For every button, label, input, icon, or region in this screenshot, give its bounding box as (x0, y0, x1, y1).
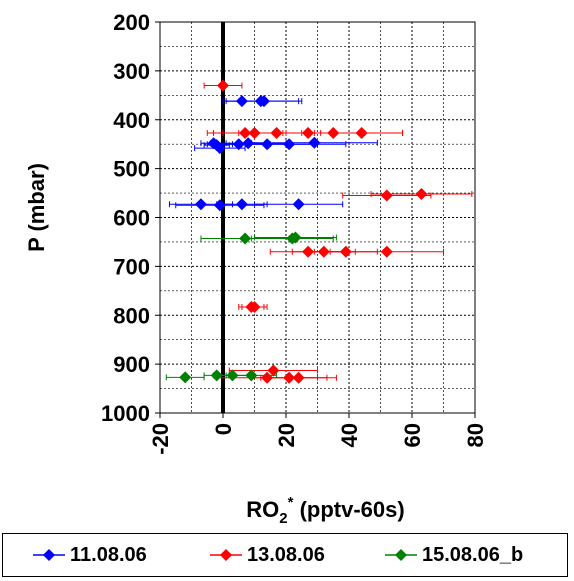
x-axis-title-sub: 2 (279, 510, 287, 527)
legend-marker-series-2 (210, 549, 242, 561)
data-point (289, 231, 302, 244)
x-tick-label: 20 (274, 423, 299, 447)
data-point (292, 198, 305, 211)
y-tick-label: 900 (113, 352, 150, 377)
data-point (308, 136, 321, 149)
legend: 11.08.06 13.08.06 15.08.06_b (2, 533, 568, 577)
data-point (283, 138, 296, 151)
data-point (380, 245, 393, 258)
y-axis-ticks: 200 300 400 500 600 700 800 900 1000 (101, 10, 160, 426)
y-tick-label: 600 (113, 206, 150, 231)
y-tick-label: 800 (113, 303, 150, 328)
legend-marker-series-3 (385, 549, 417, 561)
legend-label-series-1: 11.08.06 (70, 543, 147, 566)
y-tick-label: 200 (113, 10, 150, 35)
x-axis-ticks: -20 0 20 40 60 80 (148, 413, 488, 455)
x-axis-title-sup: * (288, 494, 294, 511)
data-point (355, 126, 368, 139)
series-1 (168, 95, 378, 212)
y-tick-label: 300 (113, 59, 150, 84)
x-tick-label: 60 (400, 423, 425, 447)
x-axis-title-rest: (pptv-60s) (293, 497, 404, 522)
y-axis-title: P (mbar) (24, 163, 49, 252)
series-3 (165, 231, 337, 384)
chart: 200 300 400 500 600 700 800 900 1000 -20 0 20 40 60 8… (24, 10, 488, 527)
x-axis-title-main: RO (246, 497, 279, 522)
data-point (380, 189, 393, 202)
legend-item-series-2: 13.08.06 (208, 534, 325, 576)
legend-label-series-3: 15.08.06_b (422, 543, 524, 566)
data-points (165, 79, 473, 384)
series-2 (203, 79, 473, 384)
data-point (292, 371, 305, 384)
data-point (179, 371, 192, 384)
data-point (248, 300, 261, 313)
y-tick-label: 500 (113, 157, 150, 182)
data-point (217, 79, 229, 92)
data-point (235, 198, 248, 211)
x-tick-label: -20 (148, 423, 173, 455)
gridlines (160, 22, 475, 413)
y-tick-label: 700 (113, 254, 150, 279)
legend-item-series-3: 15.08.06_b (383, 534, 523, 576)
x-axis-title: RO2* (pptv-60s) (246, 494, 404, 527)
legend-marker-series-1 (33, 549, 65, 561)
y-tick-label: 1000 (101, 401, 150, 426)
data-point (415, 188, 428, 201)
data-point (239, 232, 252, 245)
legend-label-series-2: 13.08.06 (247, 543, 325, 566)
legend-item-series-1: 11.08.06 (31, 534, 147, 576)
x-tick-label: 0 (211, 423, 236, 435)
x-tick-label: 80 (463, 423, 488, 447)
y-tick-label: 400 (113, 108, 150, 133)
x-tick-label: 40 (337, 423, 362, 447)
data-point (194, 198, 207, 211)
data-point (245, 369, 258, 382)
data-point (257, 95, 270, 108)
